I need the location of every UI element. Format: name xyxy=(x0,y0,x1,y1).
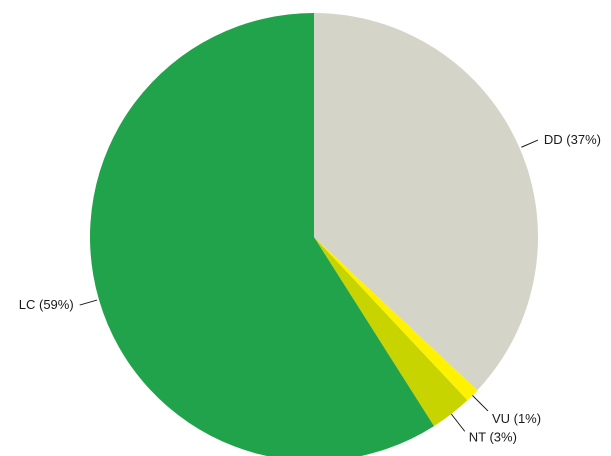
pie-slice-vu xyxy=(314,237,478,401)
slice-label-lc: LC (59%) xyxy=(19,297,74,312)
leader-line-vu xyxy=(472,395,489,412)
pie-slices xyxy=(90,13,538,456)
pie-slice-lc xyxy=(90,13,435,456)
slice-label-nt: NT (3%) xyxy=(469,429,517,444)
pie-slice-nt xyxy=(314,237,468,427)
slice-label-vu: VU (1%) xyxy=(492,411,541,426)
leader-line-dd xyxy=(521,139,539,148)
leader-line-lc xyxy=(79,299,98,306)
pie-labels: DD (37%) VU (1%) NT (3%) LC (59%) xyxy=(19,132,601,444)
leader-line-nt xyxy=(450,413,466,432)
pie-slice-dd xyxy=(314,13,538,391)
slice-label-dd: DD (37%) xyxy=(544,132,601,147)
pie-leader-lines xyxy=(79,139,539,432)
